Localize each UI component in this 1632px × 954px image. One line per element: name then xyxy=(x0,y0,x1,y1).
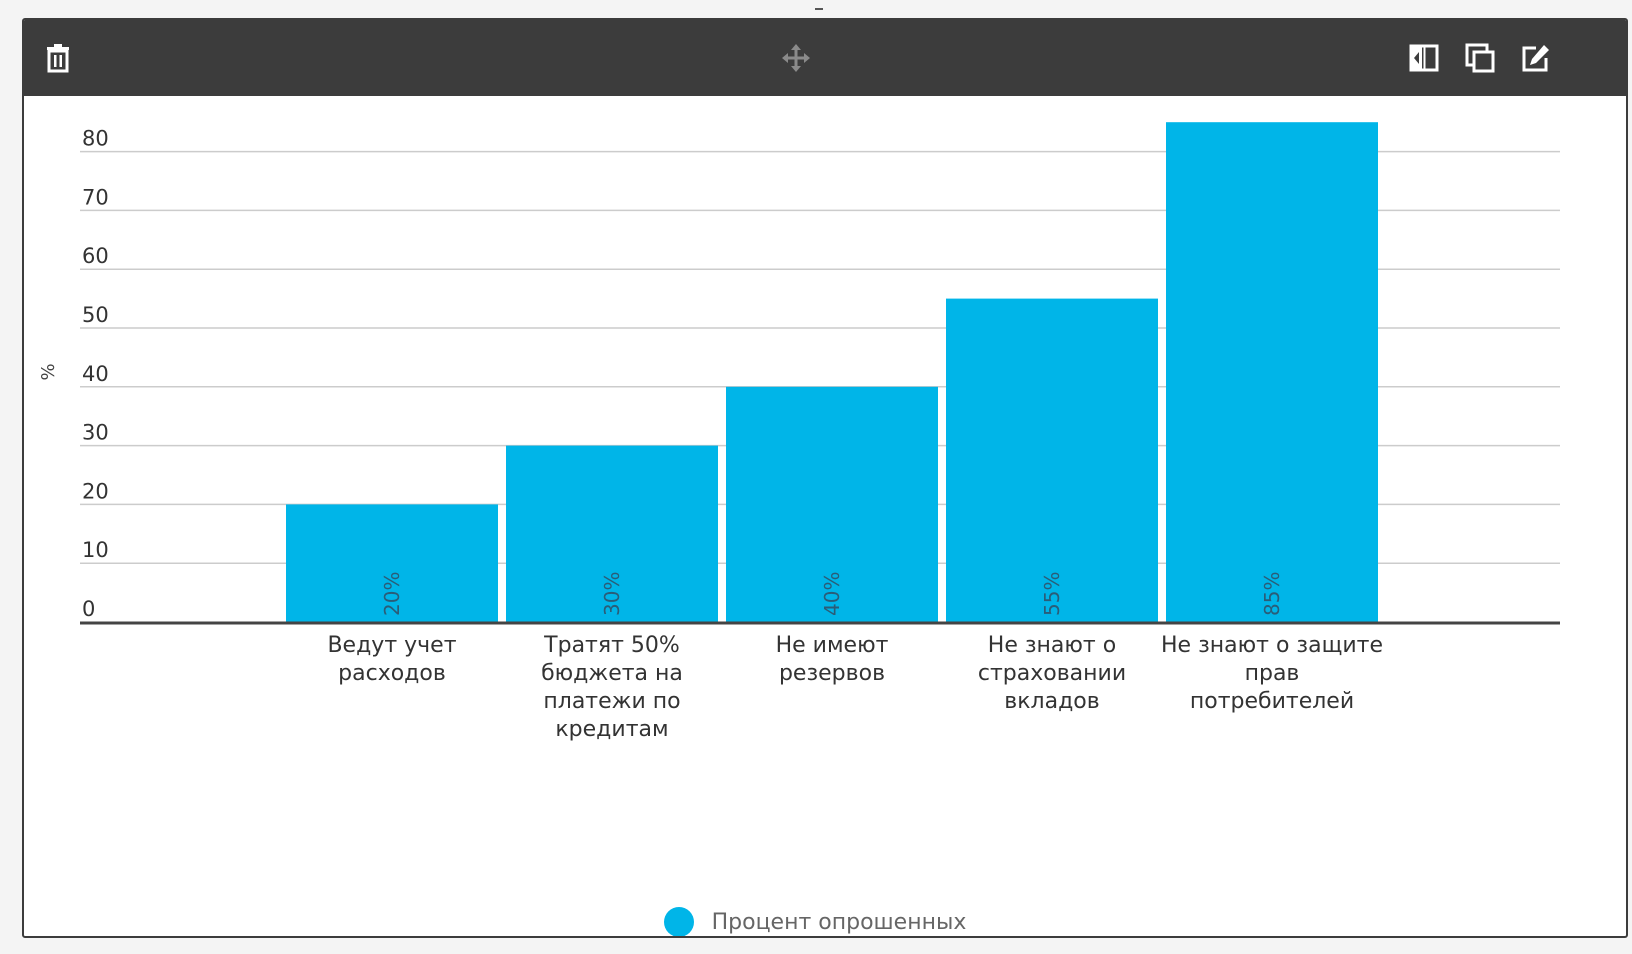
chart-area: 0 10 20 30 40 50 60 70 80% 20% Ведут учет расходов 3… xyxy=(24,96,1626,936)
y-tick-label: 30 xyxy=(82,421,109,445)
split-view-icon[interactable] xyxy=(1408,42,1440,74)
drag-grip xyxy=(815,8,823,10)
x-tick-label: кредитам xyxy=(555,717,668,742)
trash-icon[interactable] xyxy=(42,42,74,74)
bar[interactable] xyxy=(726,386,938,622)
chart-widget: 0 10 20 30 40 50 60 70 80% 20% Ведут учет расходов 3… xyxy=(22,18,1628,938)
x-tick-label: Не имеют xyxy=(776,633,889,658)
x-tick-label: Не знают о защите xyxy=(1161,633,1383,658)
legend-swatch xyxy=(663,907,694,936)
y-tick-label: 50 xyxy=(82,303,109,327)
y-tick-label: 70 xyxy=(82,185,109,209)
x-tick-label: потребителей xyxy=(1190,689,1354,714)
x-tick-label: Тратят 50% xyxy=(543,633,680,658)
bar-data-label: 55% xyxy=(1040,572,1064,616)
x-tick-label: бюджета на xyxy=(541,661,683,686)
bar-data-label: 20% xyxy=(380,572,404,616)
y-tick-label: 40 xyxy=(82,362,109,386)
bar[interactable] xyxy=(506,445,718,622)
x-tick-label: прав xyxy=(1245,661,1300,686)
bar[interactable] xyxy=(946,298,1158,622)
bar-data-label: 85% xyxy=(1260,572,1284,616)
bar-chart: 0 10 20 30 40 50 60 70 80% 20% Ведут учет расходов 3… xyxy=(38,122,1560,742)
x-tick-label: расходов xyxy=(338,661,446,686)
x-tick-label: резервов xyxy=(779,661,885,686)
y-tick-label: 80 xyxy=(82,127,109,151)
y-tick-label: 60 xyxy=(82,244,109,268)
x-tick-label: страховании xyxy=(978,661,1126,686)
y-axis-label: % xyxy=(38,363,59,380)
legend-label: Процент опрошенных xyxy=(711,909,967,935)
bar[interactable] xyxy=(286,504,498,622)
x-tick-label: Не знают о xyxy=(988,633,1116,658)
duplicate-icon[interactable] xyxy=(1464,42,1496,74)
bar-data-label: 30% xyxy=(600,572,624,616)
bar[interactable] xyxy=(1166,122,1378,622)
x-tick-label: вкладов xyxy=(1004,689,1099,714)
y-tick-label: 0 xyxy=(82,597,95,621)
legend[interactable]: Процент опрошенных xyxy=(24,902,1626,936)
move-icon[interactable] xyxy=(780,42,812,74)
x-tick-label: платежи по xyxy=(543,689,680,714)
x-tick-label: Ведут учет xyxy=(327,633,456,658)
legend-item[interactable]: Процент опрошенных xyxy=(663,907,967,936)
y-tick-label: 10 xyxy=(82,538,109,562)
bar-data-label: 40% xyxy=(820,572,844,616)
widget-toolbar xyxy=(24,20,1626,96)
edit-icon[interactable] xyxy=(1520,42,1552,74)
y-tick-label: 20 xyxy=(82,479,109,503)
